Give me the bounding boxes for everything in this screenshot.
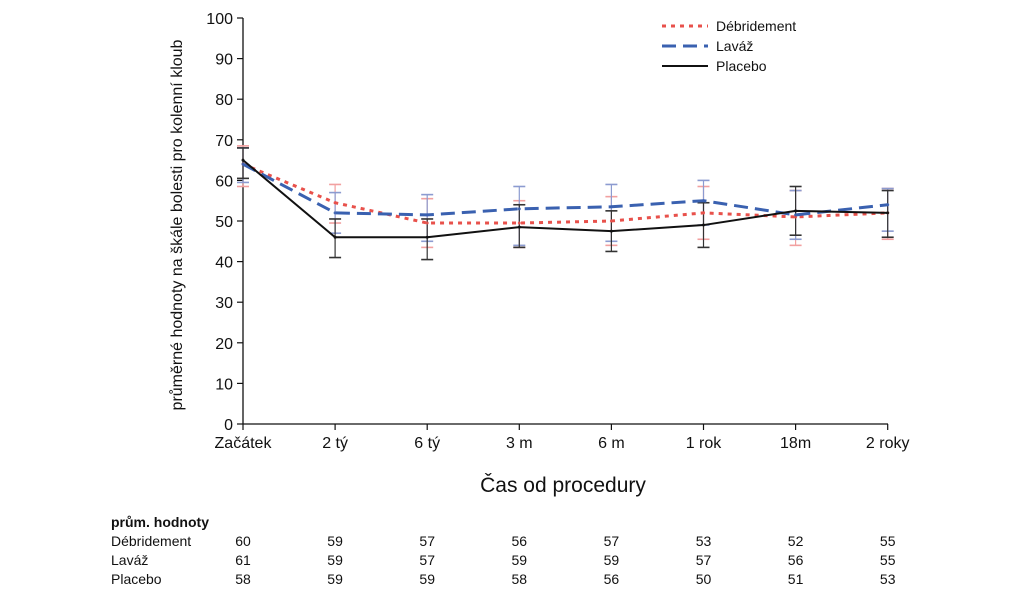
table-cell-lavaz: 59 bbox=[604, 552, 620, 568]
table-cell-placebo: 51 bbox=[788, 571, 804, 587]
series-line-placebo bbox=[242, 159, 888, 239]
table-cell-debridement: 60 bbox=[235, 533, 251, 549]
data-point-placebo bbox=[517, 225, 521, 229]
x-tick-label: Začátek bbox=[215, 435, 273, 452]
table-cell-debridement: 57 bbox=[604, 533, 620, 549]
table-cell-lavaz: 57 bbox=[419, 552, 435, 568]
table-header: prům. hodnoty bbox=[111, 514, 209, 530]
y-tick-label: 40 bbox=[215, 255, 233, 272]
data-point-debridement bbox=[425, 221, 429, 225]
data-point-debridement bbox=[333, 201, 337, 205]
y-axis-title: průměrné hodnoty na škále bolesti pro ko… bbox=[168, 39, 186, 410]
data-point-lavaz bbox=[241, 162, 245, 166]
y-tick-label: 60 bbox=[215, 173, 233, 190]
table-cell-lavaz: 55 bbox=[880, 552, 896, 568]
table-row-label-placebo: Placebo bbox=[111, 571, 162, 587]
data-point-placebo bbox=[609, 229, 613, 233]
table-cell-debridement: 52 bbox=[788, 533, 804, 549]
data-point-lavaz bbox=[333, 211, 337, 215]
x-tick-label: 18m bbox=[780, 435, 811, 452]
data-point-debridement bbox=[517, 221, 521, 225]
y-tick-label: 90 bbox=[215, 52, 233, 69]
y-tick-label: 0 bbox=[224, 417, 233, 434]
data-point-lavaz bbox=[517, 207, 521, 211]
y-tick-label: 20 bbox=[215, 336, 233, 353]
data-point-placebo bbox=[241, 158, 245, 162]
x-tick-label: 1 rok bbox=[686, 435, 723, 452]
legend-label-placebo: Placebo bbox=[716, 58, 767, 74]
legend-label-debridement: Débridement bbox=[716, 18, 796, 34]
table-cell-debridement: 57 bbox=[419, 533, 435, 549]
data-point-debridement bbox=[702, 211, 705, 215]
y-axis-ticks: 0 10 20 30 40 50 60 70 80 90 100 bbox=[206, 11, 243, 434]
x-tick-label: 2 roky bbox=[866, 435, 910, 452]
table-cell-placebo: 59 bbox=[327, 571, 343, 587]
y-tick-label: 100 bbox=[206, 11, 233, 28]
error-bar-placebo bbox=[421, 218, 434, 261]
series-lines bbox=[241, 158, 890, 239]
data-point-lavaz bbox=[702, 199, 705, 203]
legend: Débridement Laváž Placebo bbox=[662, 18, 796, 74]
y-tick-label: 80 bbox=[215, 92, 233, 109]
table-cell-lavaz: 59 bbox=[327, 552, 343, 568]
data-point-debridement bbox=[609, 219, 613, 223]
data-point-lavaz bbox=[609, 205, 613, 209]
table-cell-debridement: 53 bbox=[696, 533, 712, 549]
table-cell-lavaz: 56 bbox=[788, 552, 804, 568]
data-point-placebo bbox=[886, 211, 890, 215]
data-point-placebo bbox=[702, 223, 705, 227]
table-row-label-lavaz: Laváž bbox=[111, 552, 148, 568]
legend-label-lavaz: Laváž bbox=[716, 38, 753, 54]
table-cell-placebo: 59 bbox=[419, 571, 435, 587]
summary-table: prům. hodnoty Débridement Laváž Placebo … bbox=[111, 514, 896, 587]
table-row-label-debridement: Débridement bbox=[111, 533, 191, 549]
table-cell-placebo: 56 bbox=[604, 571, 620, 587]
table-cell-lavaz: 57 bbox=[696, 552, 712, 568]
x-axis-title: Čas od procedury bbox=[480, 474, 646, 497]
data-point-lavaz bbox=[425, 213, 429, 217]
data-point-placebo bbox=[425, 235, 429, 239]
data-point-lavaz bbox=[794, 213, 798, 217]
series-line-lavaz bbox=[242, 162, 888, 217]
data-point-lavaz bbox=[886, 203, 890, 207]
y-tick-label: 50 bbox=[215, 214, 233, 231]
data-point-placebo bbox=[333, 235, 337, 239]
table-cell-debridement: 55 bbox=[880, 533, 896, 549]
x-tick-label: 3 m bbox=[506, 435, 533, 452]
table-cell-lavaz: 61 bbox=[235, 552, 251, 568]
table-cell-placebo: 50 bbox=[696, 571, 712, 587]
x-axis-ticks: Začátek 2 tý 6 tý 3 m 6 m 1 rok 18m 2 roky bbox=[215, 424, 910, 452]
table-cells: 60 59 57 56 57 53 52 55 61 59 57 59 59 57 56 55 58 59 59 58… bbox=[235, 533, 895, 587]
table-cell-placebo: 58 bbox=[512, 571, 528, 587]
y-tick-label: 70 bbox=[215, 133, 233, 150]
x-tick-label: 6 m bbox=[598, 435, 625, 452]
table-cell-placebo: 58 bbox=[235, 571, 251, 587]
y-tick-label: 30 bbox=[215, 295, 233, 312]
table-cell-debridement: 56 bbox=[512, 533, 528, 549]
data-point-placebo bbox=[794, 209, 798, 213]
x-tick-label: 2 tý bbox=[322, 435, 348, 452]
table-cell-placebo: 53 bbox=[880, 571, 896, 587]
y-tick-label: 10 bbox=[215, 376, 233, 393]
x-tick-label: 6 tý bbox=[414, 435, 440, 452]
table-cell-debridement: 59 bbox=[327, 533, 343, 549]
table-cell-lavaz: 59 bbox=[512, 552, 528, 568]
